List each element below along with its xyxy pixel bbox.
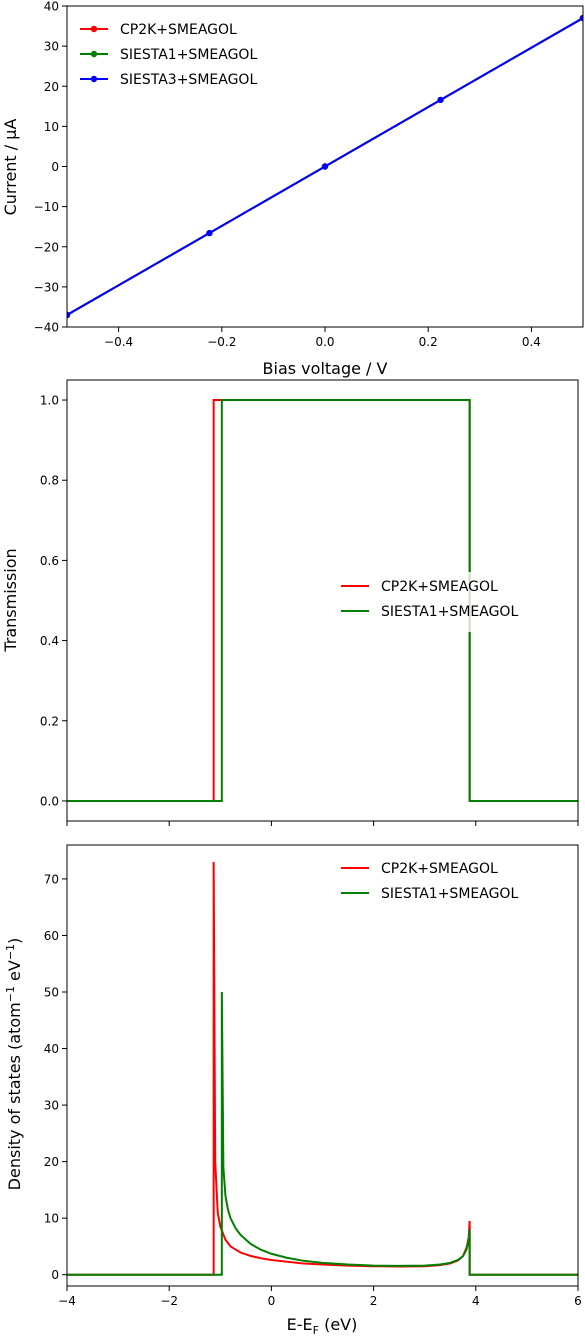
y-tick-label: 60	[44, 929, 59, 943]
x-tick-label: −0.2	[207, 335, 236, 349]
y-tick-label: 50	[44, 986, 59, 1000]
y-tick-label: 20	[44, 1155, 59, 1169]
legend-entry-1: SIESTA1+SMEAGOL	[381, 604, 518, 620]
transmission-panel: 0.0 0.2 0.4 0.6 0.8 1.0 Transmission CP2K+SMEAG…	[1, 380, 578, 826]
series-line-1	[67, 992, 578, 1275]
y-tick-label: 30	[44, 40, 59, 54]
legend-entry-1: SIESTA1+SMEAGOL	[381, 886, 518, 902]
series-lines	[67, 862, 578, 1275]
y-tick-label: 0.2	[40, 714, 59, 728]
x-tick-label: 0	[268, 1294, 276, 1308]
y-axis-label-part: Density of states (atom	[5, 1002, 24, 1190]
x-tick-label: −4	[58, 1294, 76, 1308]
y-tick-label: 0.6	[40, 554, 59, 568]
series-line-0	[67, 862, 578, 1275]
y-tick-label: −40	[34, 321, 59, 335]
x-axis-label: E-EF (eV)	[287, 1315, 358, 1337]
y-tick-label: 10	[44, 1212, 59, 1226]
legend-entry-0: CP2K+SMEAGOL	[381, 861, 498, 877]
legend-marker	[91, 76, 97, 82]
y-axis-label-part: )	[5, 938, 24, 944]
legend: CP2K+SMEAGOL SIESTA1+SMEAGOL SIESTA3+SMEAG…	[72, 15, 302, 100]
data-point	[322, 163, 328, 169]
x-axis-label: Bias voltage / V	[263, 359, 388, 378]
legend-entry-1: SIESTA1+SMEAGOL	[120, 47, 257, 63]
iv-curve-panel: −0.4 −0.2 0.0 0.2 0.4 −40 −30 −20 −10 0 10 20 30 40 Bi…	[1, 0, 585, 378]
x-tick-label: 0.0	[315, 335, 334, 349]
y-tick-label: 40	[44, 0, 59, 14]
legend: CP2K+SMEAGOL SIESTA1+SMEAGOL	[333, 572, 573, 632]
y-tick-label: −20	[34, 240, 59, 254]
legend-entry-2: SIESTA3+SMEAGOL	[120, 72, 257, 88]
y-axis-label: Density of states (atom−1 eV−1)	[4, 938, 24, 1191]
y-axis-label: Transmission	[1, 548, 20, 652]
y-tick-label: 0.4	[40, 634, 59, 648]
data-point	[206, 230, 212, 236]
y-tick-label: 0	[51, 160, 59, 174]
x-tick-label: 0.4	[522, 335, 541, 349]
legend-entry-0: CP2K+SMEAGOL	[381, 579, 498, 595]
y-tick-label: 20	[44, 80, 59, 94]
y-tick-label: 0.0	[40, 794, 59, 808]
x-tick-label: 0.2	[419, 335, 438, 349]
legend-marker	[91, 51, 97, 57]
y-tick-label: 1.0	[40, 394, 59, 408]
x-tick-label: 6	[574, 1294, 582, 1308]
x-axis-label-unit: (eV)	[319, 1315, 357, 1334]
y-axis-label-part: −1	[4, 944, 17, 960]
y-tick-label: 70	[44, 872, 59, 886]
y-axis-label-part: −1	[4, 986, 17, 1002]
x-axis-label-main: E-E	[287, 1315, 313, 1334]
legend-marker	[91, 26, 97, 32]
x-tick-label: −2	[160, 1294, 178, 1308]
y-tick-label: 30	[44, 1099, 59, 1113]
y-tick-label: −30	[34, 280, 59, 294]
x-tick-label: 4	[472, 1294, 480, 1308]
y-tick-label: 0	[51, 1268, 59, 1282]
data-point	[437, 97, 443, 103]
legend-entry-0: CP2K+SMEAGOL	[120, 22, 237, 38]
y-tick-label: 10	[44, 120, 59, 134]
y-tick-label: 0.8	[40, 474, 59, 488]
x-tick-label: 2	[370, 1294, 378, 1308]
y-tick-label: 40	[44, 1042, 59, 1056]
x-tick-label: −0.4	[104, 335, 133, 349]
y-tick-label: −10	[34, 200, 59, 214]
legend: CP2K+SMEAGOL SIESTA1+SMEAGOL	[333, 854, 573, 914]
y-axis-label: Current / μA	[1, 119, 20, 216]
y-axis-label-part: eV	[5, 960, 24, 986]
